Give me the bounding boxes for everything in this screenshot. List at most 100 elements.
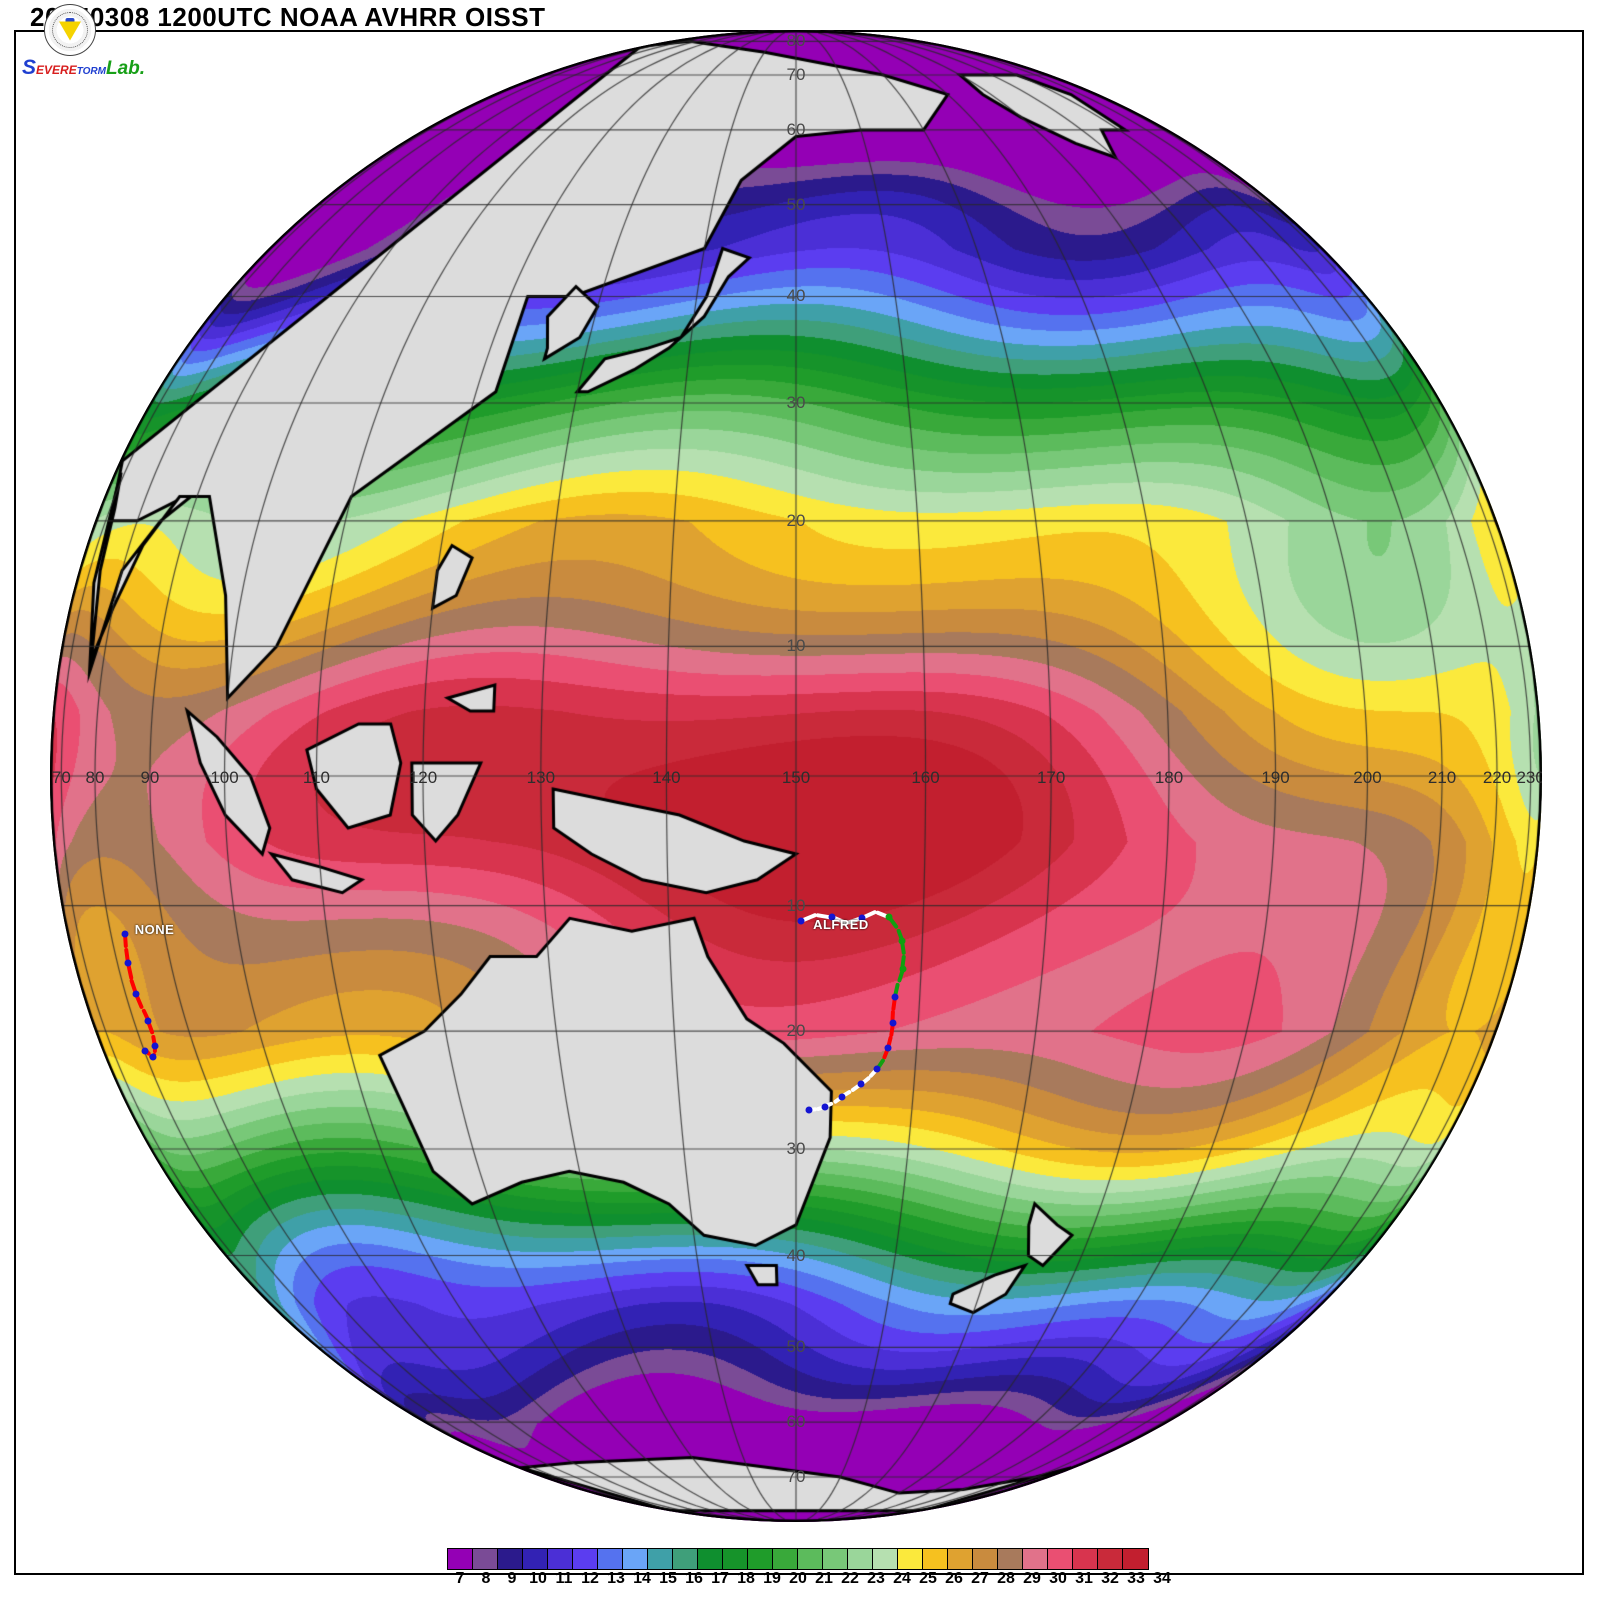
track-point	[891, 993, 899, 1001]
colorbar-cell	[473, 1549, 498, 1569]
colorbar-cell	[998, 1549, 1023, 1569]
colorbar-tick-label: 33	[1127, 1570, 1145, 1587]
track-point	[873, 1065, 881, 1073]
track-point	[151, 1042, 159, 1050]
latitude-label: 70	[786, 64, 806, 84]
colorbar-tick-label: 18	[737, 1570, 755, 1587]
colorbar-cell	[873, 1549, 898, 1569]
colorbar-cell	[673, 1549, 698, 1569]
colorbar-tick-label: 32	[1101, 1570, 1119, 1587]
track-point	[828, 913, 836, 921]
colorbar-tick-label: 29	[1023, 1570, 1041, 1587]
colorbar-tick-label: 23	[867, 1570, 885, 1587]
longitude-label: 80	[85, 768, 105, 787]
latitude-label: 30	[786, 1139, 806, 1158]
colorbar-cell	[498, 1549, 523, 1569]
track-point	[821, 1103, 829, 1111]
latitude-label: 80	[786, 31, 806, 51]
colorbar-tick-label: 20	[789, 1570, 807, 1587]
colorbar-cell	[523, 1549, 548, 1569]
latitude-label: 10	[786, 895, 806, 915]
colorbar-tick-label: 17	[711, 1570, 729, 1587]
colorbar-cell	[773, 1549, 798, 1569]
colorbar-cell	[1023, 1549, 1048, 1569]
track-point	[838, 1093, 846, 1101]
colorbar-cell	[448, 1549, 473, 1569]
orthographic-globe-map[interactable]: 80 70 60 50 40 30 20 10 10 20 30 40 50 60 70 70 80 90 100 1…	[50, 30, 1542, 1522]
longitude-label: 70	[51, 768, 71, 787]
longitude-label: 150	[781, 768, 811, 787]
colorbar-cell	[723, 1549, 748, 1569]
colorbar-tick-label: 21	[815, 1570, 833, 1587]
colorbar-cell	[598, 1549, 623, 1569]
longitude-label: 160	[911, 768, 940, 787]
track-point	[132, 990, 140, 998]
longitude-label: 110	[302, 768, 331, 787]
colorbar-tick-label: 22	[841, 1570, 859, 1587]
colorbar-cell	[1098, 1549, 1123, 1569]
colorbar-tick-label: 28	[997, 1570, 1015, 1587]
latitude-label: 20	[786, 510, 806, 530]
track-point	[884, 1044, 892, 1052]
track-point	[144, 1017, 152, 1025]
grid-label-layer: 80 70 60 50 40 30 20 10 10 20 30 40 50 60 70 70 80 90 100 1…	[50, 30, 1542, 1522]
colorbar-tick-label: 11	[555, 1570, 573, 1587]
colorbar-tick-label: 25	[919, 1570, 937, 1587]
track-point	[805, 1106, 813, 1114]
colorbar-tick-label: 24	[893, 1570, 911, 1587]
longitude-label: 130	[526, 768, 556, 787]
track-point	[885, 913, 893, 921]
seal-dot-icon	[65, 18, 75, 27]
track-point	[797, 917, 805, 925]
longitude-label: 90	[140, 768, 160, 787]
latitude-label: 50	[786, 1337, 806, 1357]
colorbar-cell	[923, 1549, 948, 1569]
colorbar-cell	[548, 1549, 573, 1569]
colorbar-tick-label: 14	[633, 1570, 651, 1587]
colorbar-cell	[573, 1549, 598, 1569]
colorbar-tick-label: 26	[945, 1570, 963, 1587]
colorbar-cell	[1123, 1549, 1148, 1569]
colorbar	[447, 1548, 1149, 1570]
track-point	[857, 1080, 865, 1088]
colorbar-tick-label: 34	[1153, 1570, 1171, 1587]
colorbar-tick-label: 8	[481, 1570, 491, 1587]
colorbar-tick-label: 19	[763, 1570, 781, 1587]
track-point	[124, 959, 132, 967]
page-title: 20250308 1200UTC NOAA AVHRR OISST	[30, 2, 546, 32]
longitude-label: 120	[408, 768, 438, 787]
colorbar-tick-label: 15	[659, 1570, 677, 1587]
colorbar-tick-label: 13	[607, 1570, 625, 1587]
latitude-label: 40	[786, 1245, 806, 1265]
track-point	[149, 1053, 157, 1061]
longitude-label: 210	[1427, 768, 1457, 787]
longitude-label: 140	[652, 768, 681, 787]
colorbar-ticks: 7 8 9 10 11 12 13 14 15 16 17 18 19 20 21 22 23 24 25 26 27 2…	[447, 1570, 1175, 1594]
longitude-label: 170	[1036, 768, 1066, 787]
colorbar-tick-label: 7	[455, 1570, 465, 1587]
longitude-label: 190	[1261, 768, 1290, 787]
latitude-label: 70	[786, 1467, 806, 1486]
latitude-label: 50	[786, 194, 806, 214]
colorbar-tick-label: 10	[529, 1570, 547, 1587]
latitude-label: 20	[786, 1021, 806, 1041]
longitude-label: 200	[1353, 768, 1382, 787]
latitude-label: 30	[786, 393, 806, 412]
colorbar-tick-label: 12	[581, 1570, 599, 1587]
storm-label-alfred: ALFRED	[813, 916, 869, 932]
colorbar-cell	[648, 1549, 673, 1569]
colorbar-tick-label: 16	[685, 1570, 703, 1587]
track-point	[121, 930, 129, 938]
colorbar-cell	[823, 1549, 848, 1569]
longitude-label: 180	[1154, 768, 1184, 787]
colorbar-cell	[898, 1549, 923, 1569]
colorbar-cell	[1073, 1549, 1098, 1569]
colorbar-cell	[698, 1549, 723, 1569]
colorbar-tick-label: 27	[971, 1570, 989, 1587]
colorbar-tick-label: 9	[507, 1570, 517, 1587]
track-point	[898, 937, 906, 945]
storm-label-none: NONE	[134, 921, 175, 937]
track-point	[858, 914, 866, 922]
colorbar-tick-label: 31	[1075, 1570, 1093, 1587]
colorbar-cell	[798, 1549, 823, 1569]
